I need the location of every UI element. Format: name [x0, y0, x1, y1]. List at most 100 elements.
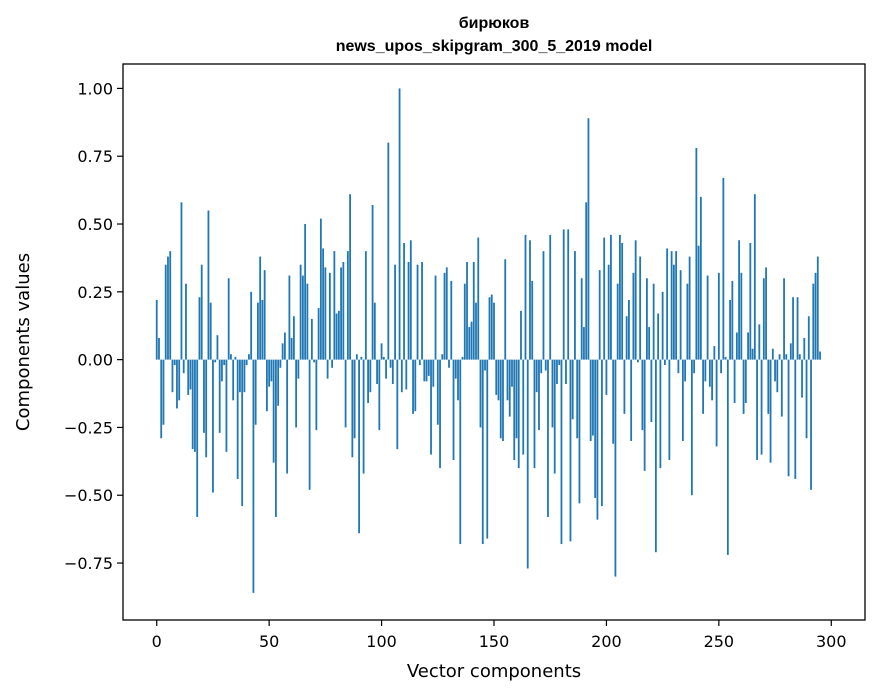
bar-component-251 — [720, 359, 722, 374]
bar-component-14 — [187, 359, 190, 395]
bar-component-102 — [385, 359, 387, 379]
y-tick-label: −0.50 — [64, 486, 113, 505]
bar-component-166 — [529, 240, 531, 360]
bar-component-64 — [299, 264, 302, 360]
bar-component-79 — [333, 251, 336, 360]
bar-component-86 — [349, 194, 351, 360]
y-ticks-group: 1.00 0.75 0.50 0.25 0.00 −0.25 −0.50 −0.75 — [64, 79, 123, 573]
bar-component-126 — [439, 359, 441, 469]
bar-component-133 — [454, 359, 457, 379]
bar-component-184 — [569, 359, 572, 542]
bar-component-195 — [594, 359, 597, 498]
bar-component-238 — [690, 359, 693, 496]
bar-component-167 — [531, 280, 534, 360]
bar-component-257 — [733, 359, 736, 404]
bar-component-74 — [322, 248, 325, 360]
bar-component-19 — [198, 297, 201, 360]
bar-component-42 — [250, 291, 253, 360]
bar-component-104 — [389, 359, 392, 368]
bar-component-240 — [695, 148, 698, 360]
bar-component-193 — [589, 359, 592, 441]
bar-component-285 — [796, 297, 799, 360]
bar-component-110 — [403, 243, 405, 360]
bar-component-252 — [722, 177, 725, 360]
bar-component-101 — [382, 356, 385, 360]
bar-component-163 — [522, 359, 525, 455]
x-tick-label: 0 — [152, 632, 162, 651]
bar-component-182 — [565, 359, 567, 385]
bar-component-213 — [634, 240, 637, 360]
bar-component-25 — [212, 359, 214, 493]
bar-component-80 — [335, 313, 338, 360]
bar-component-111 — [405, 359, 408, 390]
bar-component-207 — [621, 243, 624, 360]
bar-component-57 — [283, 332, 286, 360]
bar-component-144 — [479, 359, 482, 428]
bar-component-198 — [601, 359, 603, 507]
bar-component-38 — [241, 359, 244, 507]
bar-component-250 — [717, 272, 720, 360]
bar-component-221 — [652, 283, 655, 360]
bar-component-175 — [549, 234, 552, 360]
bar-component-123 — [432, 359, 435, 387]
bar-component-112 — [407, 261, 410, 360]
bar-component-35 — [234, 356, 237, 360]
bar-component-165 — [526, 359, 529, 569]
bar-component-271 — [765, 267, 767, 360]
bar-component-143 — [477, 237, 480, 360]
bar-component-21 — [203, 359, 205, 433]
bar-component-169 — [535, 359, 538, 393]
bar-component-3 — [162, 359, 165, 425]
bar-component-275 — [774, 359, 776, 382]
bar-component-267 — [756, 359, 758, 460]
y-tick-label: 0.25 — [77, 283, 113, 302]
bar-component-220 — [650, 359, 653, 423]
bar-component-68 — [308, 359, 311, 490]
bar-component-235 — [684, 359, 687, 382]
bar-component-98 — [376, 359, 378, 385]
bar-component-256 — [731, 280, 734, 360]
bar-component-282 — [789, 343, 792, 360]
bar-component-58 — [286, 359, 289, 474]
bar-component-13 — [185, 283, 187, 360]
bar-component-10 — [178, 359, 181, 401]
bar-component-145 — [481, 359, 484, 545]
bar-component-39 — [243, 359, 246, 393]
bar-component-187 — [576, 359, 579, 439]
bar-component-48 — [263, 270, 266, 360]
bar-component-210 — [628, 299, 630, 360]
bar-component-154 — [502, 359, 504, 441]
bar-component-234 — [681, 359, 684, 441]
y-axis-label: Components values — [13, 253, 34, 431]
bar-component-290 — [807, 316, 810, 360]
bar-component-202 — [610, 234, 612, 360]
bar-component-82 — [340, 267, 342, 360]
bar-component-37 — [239, 359, 241, 393]
bar-component-108 — [398, 88, 401, 360]
bar-component-156 — [506, 359, 509, 401]
bar-component-140 — [470, 321, 473, 360]
bar-component-87 — [351, 359, 354, 458]
bar-component-26 — [214, 359, 217, 363]
bar-component-246 — [708, 359, 711, 387]
chart-subtitle: news_upos_skipgram_300_5_2019 model — [336, 38, 653, 55]
x-tick-label: 250 — [704, 632, 735, 651]
bar-component-137 — [463, 283, 466, 360]
bar-component-89 — [355, 354, 358, 360]
bar-component-268 — [758, 324, 761, 360]
bar-component-116 — [416, 264, 419, 360]
x-tick-label: 150 — [479, 632, 510, 651]
y-tick-label: 0.50 — [77, 215, 113, 234]
bar-component-226 — [663, 359, 666, 366]
bar-component-157 — [508, 359, 511, 417]
bar-component-67 — [306, 283, 309, 360]
bar-component-199 — [603, 237, 606, 360]
bar-component-295 — [819, 351, 821, 360]
bar-component-34 — [232, 359, 235, 401]
bar-component-106 — [394, 264, 396, 360]
bar-component-280 — [785, 354, 788, 360]
bar-component-270 — [762, 278, 765, 360]
bar-component-153 — [499, 359, 502, 439]
bar-component-44 — [254, 359, 257, 425]
bar-component-83 — [342, 261, 345, 360]
